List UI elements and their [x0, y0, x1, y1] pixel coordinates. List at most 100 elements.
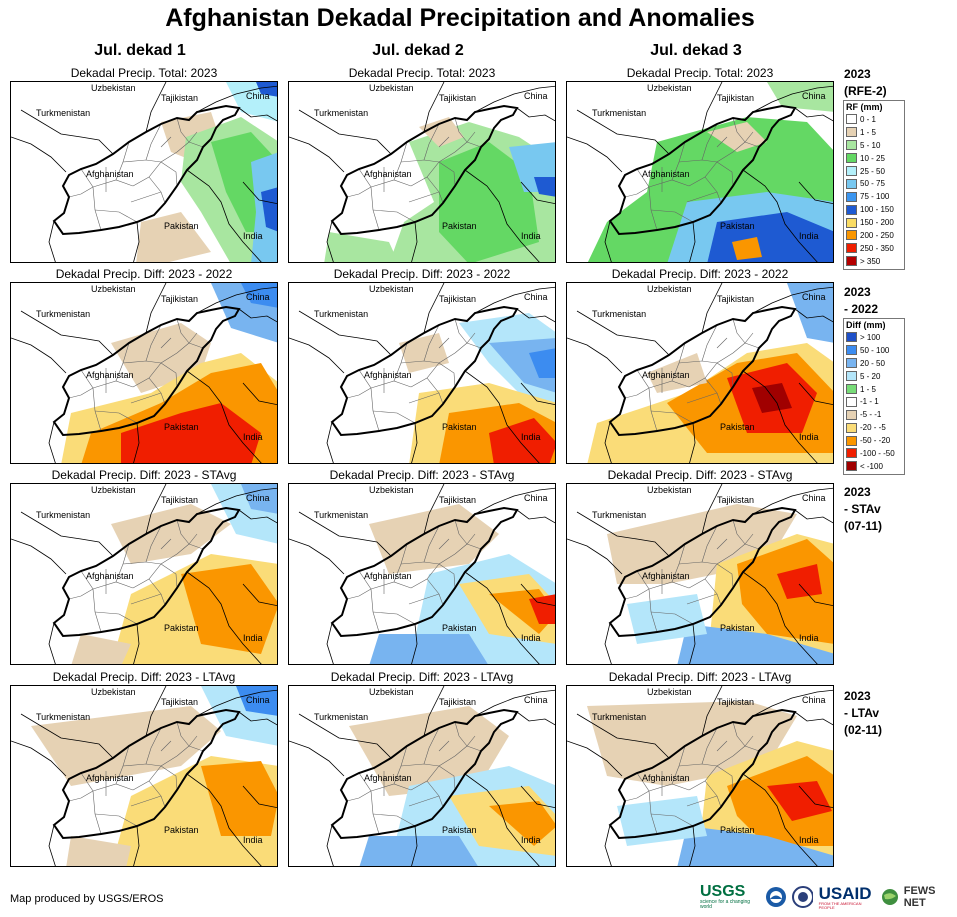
country-border: [298, 310, 392, 356]
legend-swatch: [846, 243, 857, 254]
precip-field: [369, 634, 488, 664]
country-border: [794, 308, 833, 323]
province-border: [454, 519, 468, 545]
province-border: [358, 772, 380, 835]
afghanistan-border: [52, 104, 241, 236]
country-border: [474, 286, 555, 314]
country-border: [516, 711, 555, 726]
province-border: [145, 727, 162, 765]
precip-field: [617, 796, 707, 846]
map-label-china: China: [524, 695, 548, 705]
legend-label: 50 - 75: [860, 179, 885, 189]
province-border: [650, 611, 694, 625]
province-border: [716, 337, 728, 349]
province-border: [160, 136, 172, 148]
country-border: [11, 538, 67, 575]
country-border: [423, 283, 445, 334]
legend-item: -20 - -5: [846, 421, 902, 434]
legend-item: < -100: [846, 460, 902, 473]
map-label-tajikistan: Tajikistan: [161, 697, 198, 707]
map-panel: Uzbekistan Tajikistan China Turkmenistan Afg…: [10, 685, 278, 867]
map-label-india: India: [799, 835, 819, 845]
map-label-afghanistan: Afghanistan: [642, 773, 690, 783]
country-border: [238, 711, 277, 726]
country-border: [604, 421, 612, 463]
map-label-uzbekistan: Uzbekistan: [369, 687, 414, 697]
province-border: [132, 755, 178, 791]
globe-icon: [881, 889, 898, 905]
precip-field: [66, 836, 131, 866]
map-label-uzbekistan: Uzbekistan: [369, 485, 414, 495]
country-border: [752, 85, 833, 113]
column-header-dekad-2: Jul. dekad 2: [372, 42, 464, 59]
panel-title: Dekadal Precip. Diff: 2023 - LTAvg: [52, 670, 236, 684]
country-border: [567, 136, 623, 173]
province-border: [408, 593, 440, 605]
country-border: [242, 583, 277, 607]
country-border: [326, 421, 334, 463]
legend-swatch: [846, 204, 857, 215]
country-border: [298, 713, 392, 759]
province-border: [68, 588, 94, 600]
province-border: [423, 727, 440, 765]
map-label-china: China: [802, 292, 826, 302]
map-svg: Uzbekistan Tajikistan China Turkmenistan Afg…: [567, 82, 833, 262]
province-border: [648, 783, 690, 792]
province-border: [346, 588, 372, 600]
province-border: [188, 543, 204, 550]
legend-item: 50 - 75: [846, 177, 902, 190]
panel-title: Dekadal Precip. Total: 2023: [626, 66, 774, 80]
country-border: [474, 85, 555, 113]
map-label-tajikistan: Tajikistan: [439, 697, 476, 707]
province-border: [408, 191, 440, 203]
province-border: [132, 553, 178, 589]
province-border: [410, 553, 456, 589]
country-border: [423, 82, 445, 133]
legend-item: 100 - 150: [846, 203, 902, 216]
map-label-afghanistan: Afghanistan: [364, 571, 412, 581]
row-label-ltavg: 2023 - LTAv (02-11): [844, 689, 883, 737]
map-panel: Uzbekistan Tajikistan China Turkmenistan Afg…: [566, 81, 834, 263]
country-border: [326, 622, 334, 664]
map-panel: Uzbekistan Tajikistan China Turkmenistan Afg…: [288, 282, 556, 464]
country-border: [196, 689, 277, 717]
legend-swatch: [846, 153, 857, 164]
map-label-tajikistan: Tajikistan: [717, 697, 754, 707]
province-border: [650, 813, 694, 827]
map-label-uzbekistan: Uzbekistan: [647, 687, 692, 697]
country-border: [516, 308, 555, 323]
map-label-turkmenistan: Turkmenistan: [592, 510, 646, 520]
province-border: [372, 813, 416, 827]
precip-field: [677, 624, 833, 664]
legend-swatch: [846, 384, 857, 394]
province-border: [688, 151, 734, 187]
country-border: [196, 487, 277, 515]
legend-label: > 350: [860, 256, 881, 266]
province-border: [438, 161, 456, 187]
country-border: [242, 785, 277, 809]
map-label-turkmenistan: Turkmenistan: [36, 712, 90, 722]
legend-label: -1 - 1: [860, 397, 879, 407]
country-border: [48, 824, 56, 866]
legend-swatch: [846, 178, 857, 189]
precip-field: [261, 187, 277, 232]
map-label-india: India: [521, 231, 541, 241]
country-border: [423, 686, 445, 737]
panel-title: Dekadal Precip. Diff: 2023 - LTAvg: [330, 670, 514, 684]
map-panel: Uzbekistan Tajikistan China Turkmenistan Afg…: [288, 685, 556, 867]
map-label-uzbekistan: Uzbekistan: [369, 83, 414, 93]
map-label-afghanistan: Afghanistan: [642, 370, 690, 380]
map-label-uzbekistan: Uzbekistan: [369, 284, 414, 294]
province-border: [358, 369, 380, 432]
legend-item: 50 - 100: [846, 344, 902, 357]
map-label-china: China: [524, 292, 548, 302]
panel-title: Dekadal Precip. Diff: 2023 - 2022: [611, 267, 789, 281]
map-label-afghanistan: Afghanistan: [86, 571, 134, 581]
province-border: [80, 772, 102, 835]
map-label-tajikistan: Tajikistan: [161, 495, 198, 505]
country-border: [289, 740, 345, 777]
country-border: [689, 422, 696, 463]
country-border: [196, 85, 277, 113]
precip-field: [136, 212, 211, 262]
